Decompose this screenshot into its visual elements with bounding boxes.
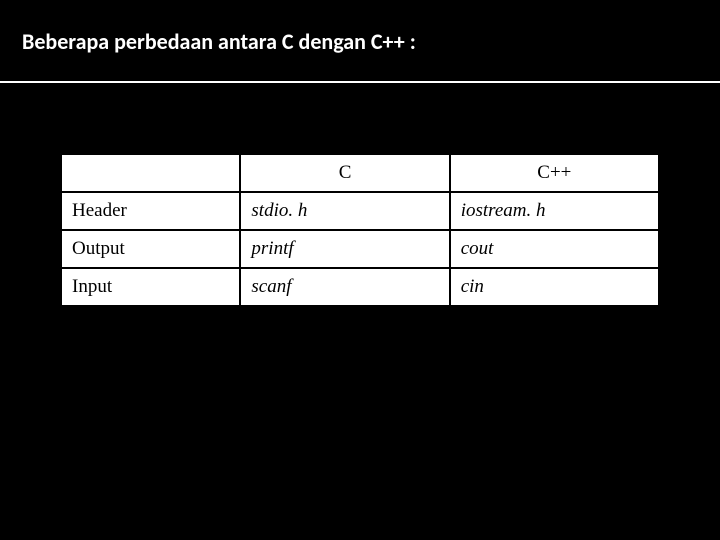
table-container: C C++ Header stdio. h iostream. h Output… [0, 83, 720, 307]
table-row: Input scanf cin [61, 268, 659, 306]
cell-value: printf [240, 230, 449, 268]
slide-title: Beberapa perbedaan antara C dengan C++ : [22, 28, 698, 55]
cell-value: cout [450, 230, 659, 268]
column-header-c: C [240, 154, 449, 192]
row-label: Header [61, 192, 240, 230]
cell-value: cin [450, 268, 659, 306]
row-label: Input [61, 268, 240, 306]
cell-value: stdio. h [240, 192, 449, 230]
table-corner-cell [61, 154, 240, 192]
column-header-cpp: C++ [450, 154, 659, 192]
title-area: Beberapa perbedaan antara C dengan C++ : [0, 0, 720, 73]
table-header-row: C C++ [61, 154, 659, 192]
table-row: Header stdio. h iostream. h [61, 192, 659, 230]
cell-value: scanf [240, 268, 449, 306]
cell-value: iostream. h [450, 192, 659, 230]
comparison-table: C C++ Header stdio. h iostream. h Output… [60, 153, 660, 307]
row-label: Output [61, 230, 240, 268]
table-row: Output printf cout [61, 230, 659, 268]
